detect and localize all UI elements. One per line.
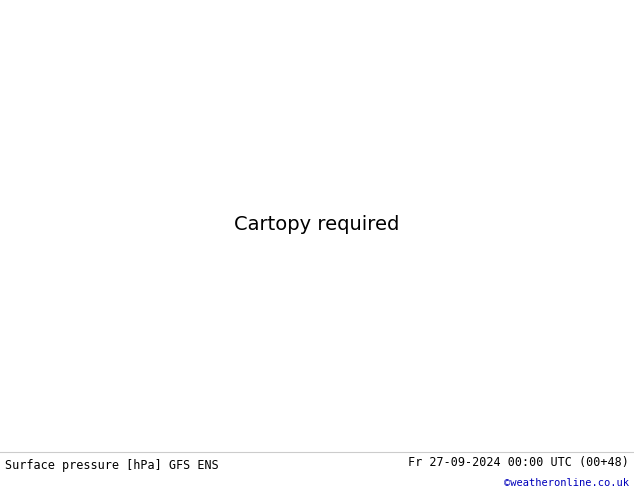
Text: Cartopy required: Cartopy required: [235, 216, 399, 234]
Text: Surface pressure [hPa] GFS ENS: Surface pressure [hPa] GFS ENS: [5, 460, 219, 472]
Text: Fr 27-09-2024 00:00 UTC (00+48): Fr 27-09-2024 00:00 UTC (00+48): [408, 456, 629, 469]
Text: ©weatheronline.co.uk: ©weatheronline.co.uk: [504, 478, 629, 488]
